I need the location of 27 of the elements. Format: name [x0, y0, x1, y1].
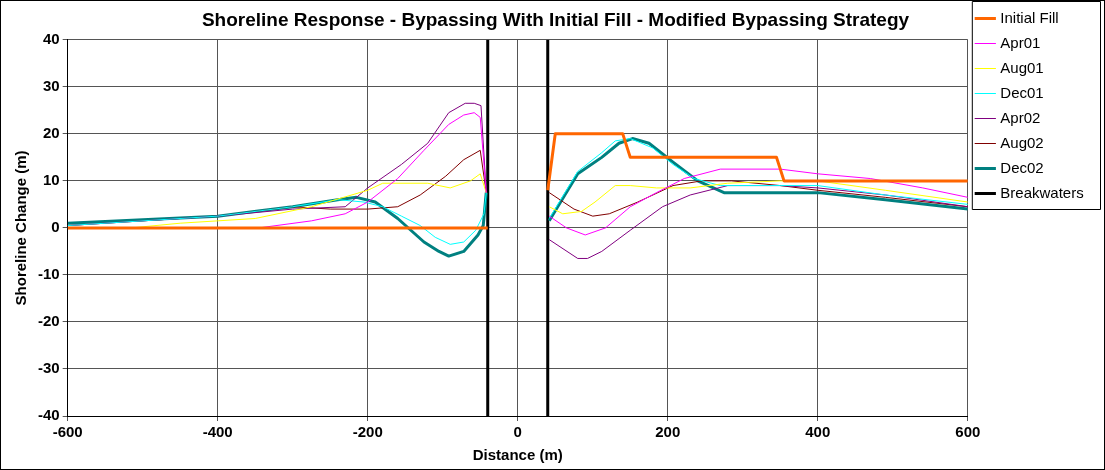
- x-tick-label: 400: [805, 423, 831, 441]
- x-tick-label: -200: [352, 423, 383, 441]
- legend-label: Dec01: [1000, 83, 1052, 101]
- y-tick-label: -10: [37, 265, 60, 283]
- y-tick-label: 10: [42, 171, 60, 189]
- legend-label: Aug01: [1000, 58, 1053, 76]
- y-tick-label: 20: [42, 123, 60, 141]
- legend-label: Apr02: [1000, 108, 1049, 126]
- chart-title: Shoreline Response - Bypassing With Initial Fill - Modified Bypassing Strategy: [201, 8, 910, 30]
- y-tick-label: 0: [51, 218, 60, 236]
- legend-label: Initial Fill: [1000, 8, 1067, 26]
- legend-label: Apr01: [1000, 33, 1049, 51]
- y-tick-label: 30: [42, 76, 60, 94]
- y-tick-label: 40: [42, 29, 60, 47]
- x-tick-label: 0: [513, 423, 522, 441]
- legend-label: Breakwaters: [1000, 183, 1092, 201]
- y-tick-label: -40: [37, 406, 60, 424]
- x-axis-title: Distance (m): [472, 446, 563, 464]
- x-tick-label: 600: [955, 423, 981, 441]
- y-tick-label: -30: [37, 359, 60, 377]
- x-tick-label: -600: [52, 423, 83, 441]
- legend-label: Dec02: [1000, 158, 1052, 176]
- x-tick-label: 200: [655, 423, 681, 441]
- y-tick-label: -20: [37, 312, 60, 330]
- x-tick-label: -400: [202, 423, 233, 441]
- legend-label: Aug02: [1000, 133, 1053, 151]
- y-axis-title: Shoreline Change (m): [12, 150, 30, 306]
